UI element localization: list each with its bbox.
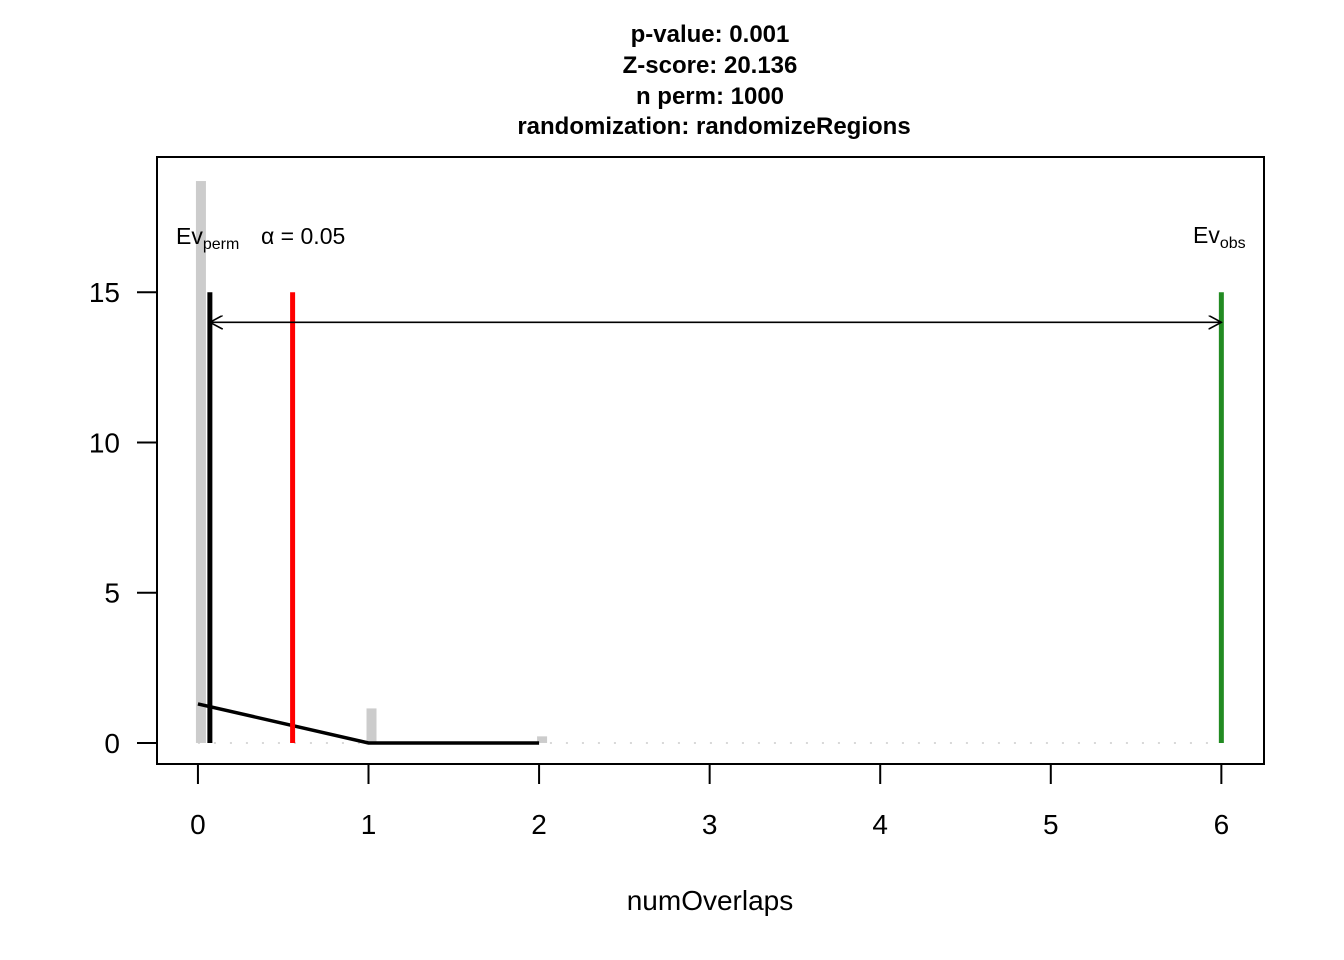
y-tick-label: 0: [104, 728, 120, 759]
histogram-bar: [537, 736, 548, 743]
title-line-randomization: randomization: randomizeRegions: [517, 113, 910, 140]
x-tick-label: 0: [190, 809, 206, 840]
x-tick-label: 2: [531, 809, 547, 840]
alpha-label: α = 0.05: [261, 223, 345, 249]
histogram-bar: [366, 708, 377, 743]
title-line-zscore: Z-score: 20.136: [623, 52, 798, 79]
histogram-bar: [195, 181, 206, 743]
title-line-nperm: n perm: 1000: [636, 83, 784, 110]
x-tick-label: 3: [702, 809, 718, 840]
y-tick-label: 10: [89, 427, 120, 458]
x-tick-label: 6: [1214, 809, 1230, 840]
chart-title: p-value: 0.001 Z-score: 20.136 n perm: 1…: [517, 21, 910, 140]
x-tick-label: 5: [1043, 809, 1059, 840]
y-axis: 0 5 10 15: [89, 277, 158, 759]
x-axis: 0 1 2 3 4 5 6: [190, 763, 1230, 840]
ev-perm-label: Evperm: [176, 223, 239, 253]
density-curve: [197, 702, 540, 745]
x-tick-label: 4: [872, 809, 888, 840]
y-tick-label: 15: [89, 277, 120, 308]
plot-area: [195, 181, 1224, 745]
title-line-pvalue: p-value: 0.001: [631, 21, 790, 48]
x-tick-label: 1: [361, 809, 377, 840]
y-tick-label: 5: [104, 578, 120, 609]
ev-obs-label: Evobs: [1193, 222, 1246, 252]
x-axis-label: numOverlaps: [627, 885, 794, 916]
